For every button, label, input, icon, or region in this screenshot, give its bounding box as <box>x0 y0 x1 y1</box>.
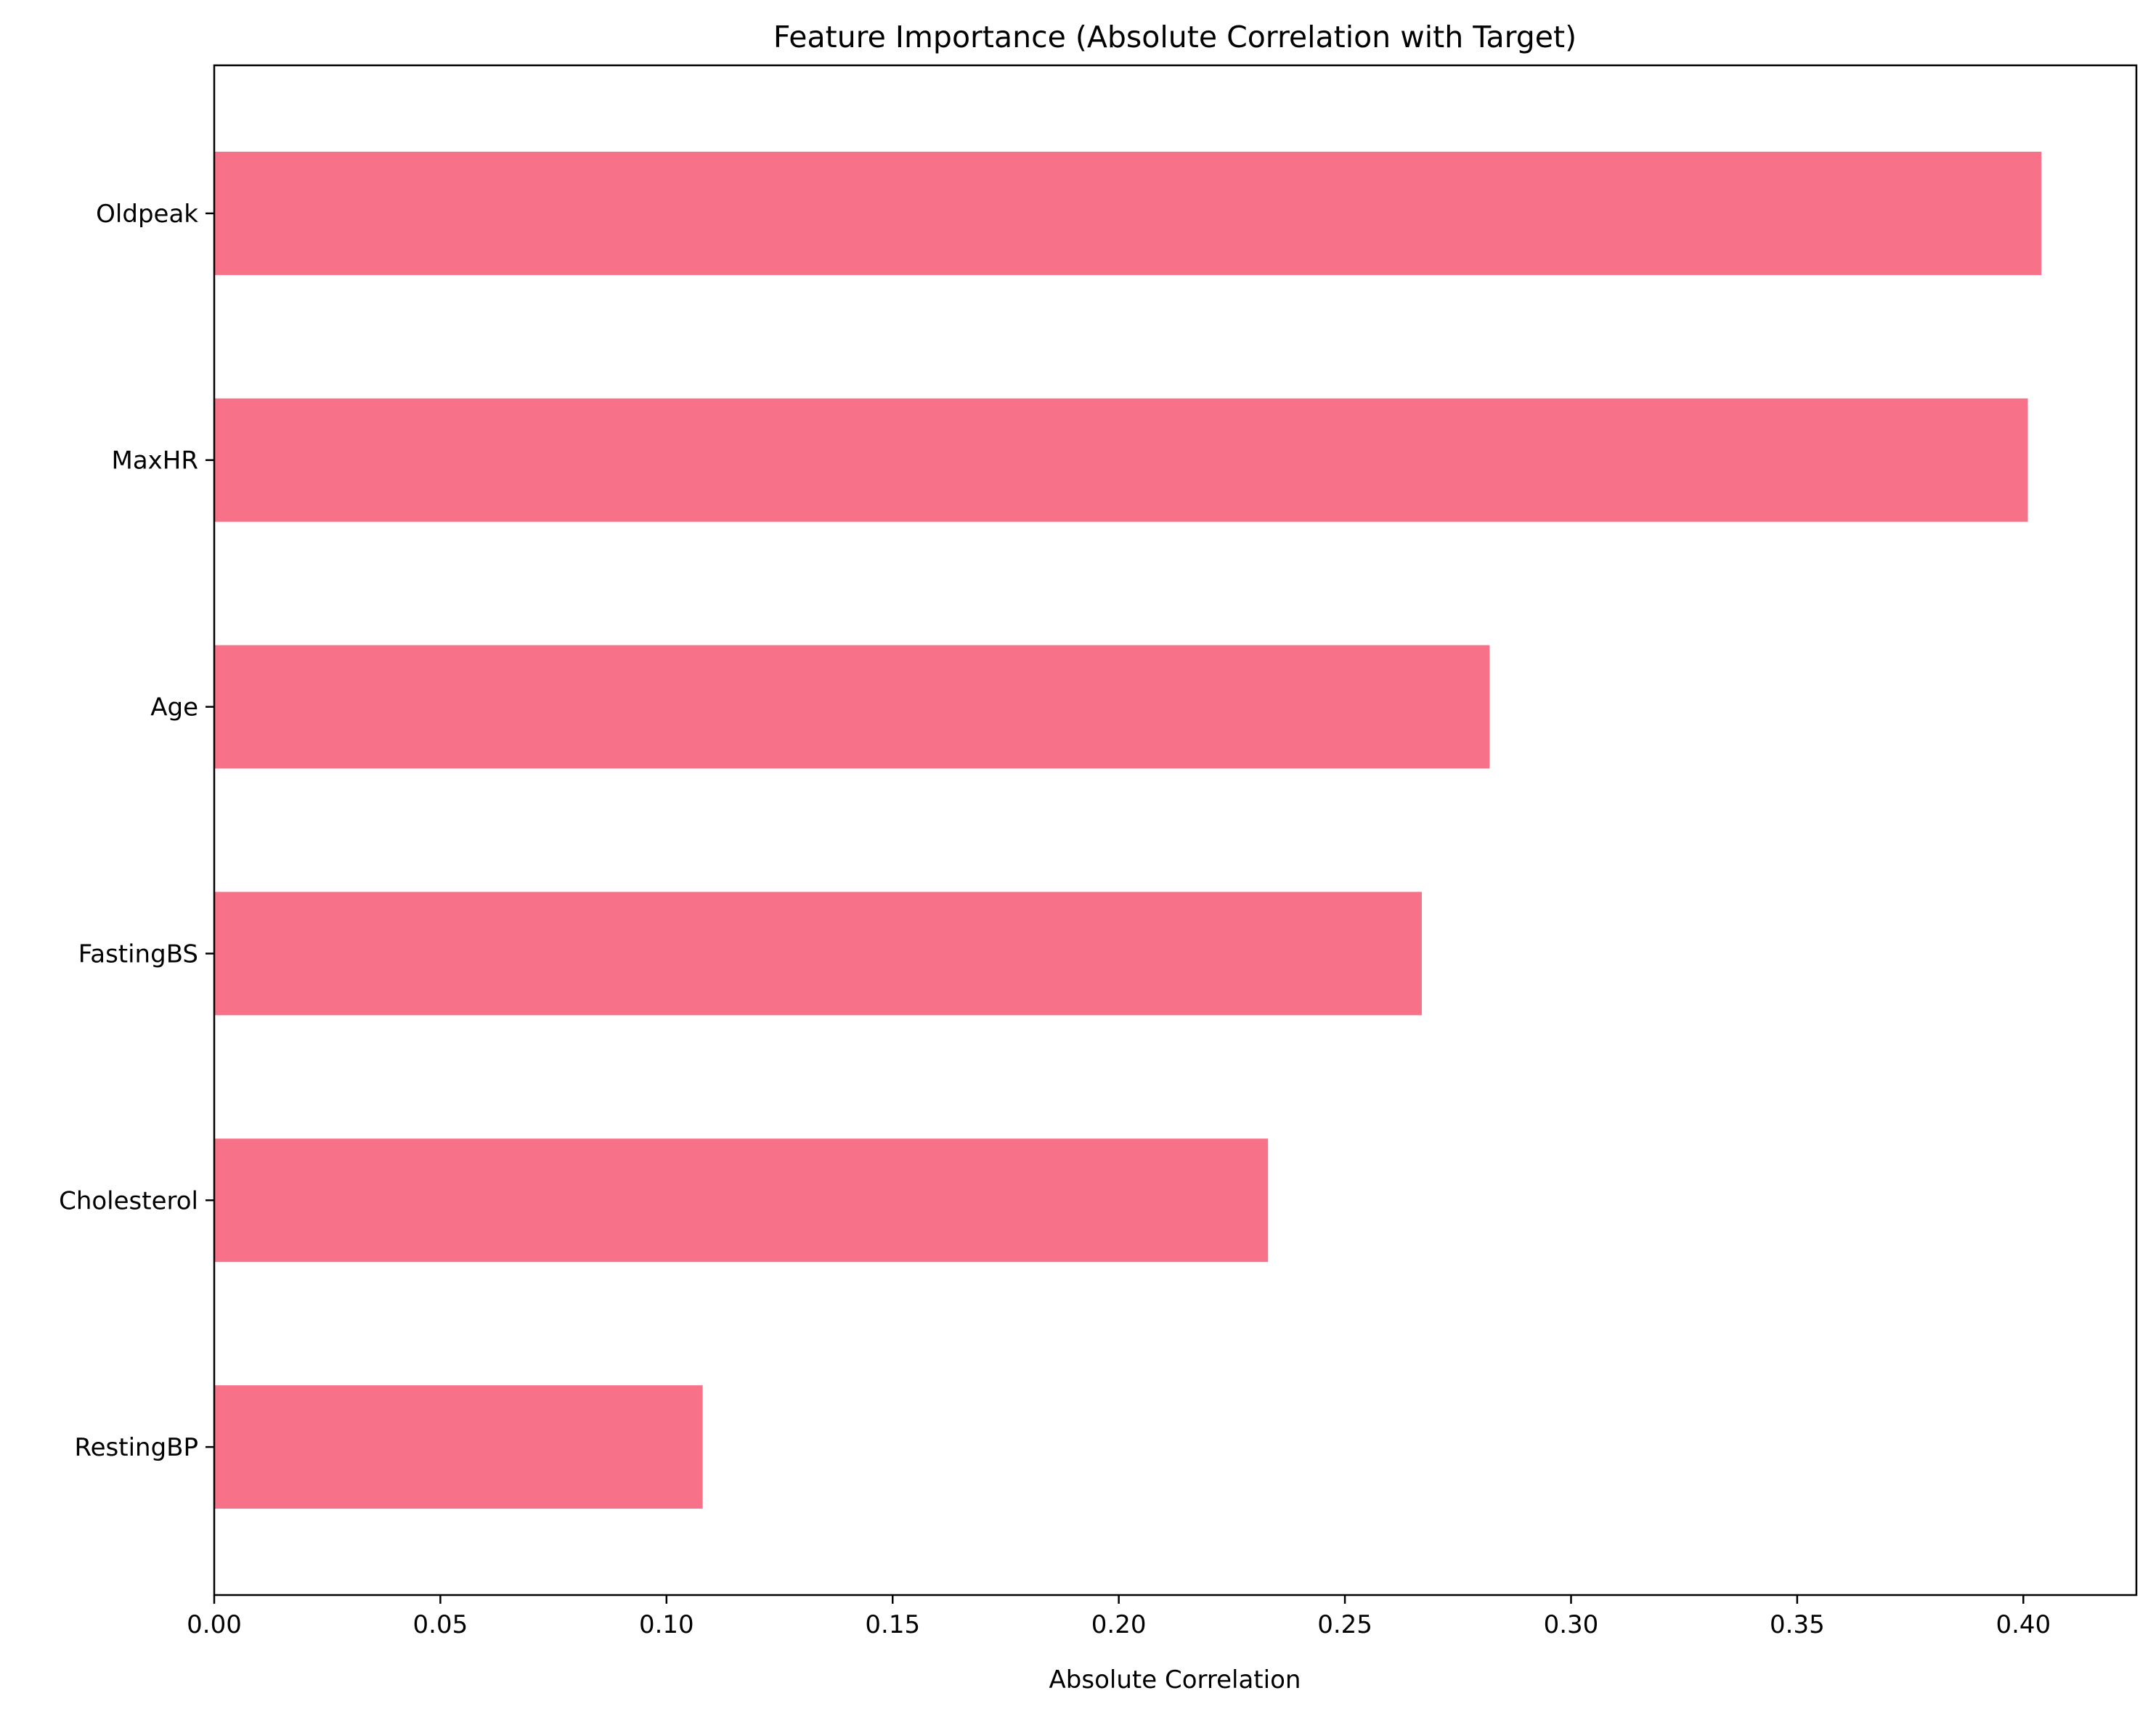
x-tick-label: 0.30 <box>1544 1610 1599 1639</box>
x-ticks-layer: 0.00 0.05 0.10 0.15 0.20 0.25 0.30 0.35 0.40 <box>187 1595 2051 1639</box>
bars-layer <box>214 151 2042 1509</box>
bar-oldpeak <box>214 151 2042 275</box>
bar-cholesterol <box>214 1138 1269 1263</box>
x-tick-label: 0.25 <box>1317 1610 1372 1639</box>
x-tick-label: 0.05 <box>413 1610 468 1639</box>
x-tick-label: 0.20 <box>1091 1610 1147 1639</box>
y-tick-label: MaxHR <box>112 446 198 476</box>
bar-maxhr <box>214 398 2028 522</box>
bar-fastingbs <box>214 892 1422 1016</box>
y-ticks-layer: Oldpeak MaxHR Age FastingBS Cholesterol Resti… <box>59 200 214 1462</box>
x-tick-label: 0.15 <box>865 1610 920 1639</box>
y-tick-label: RestingBP <box>75 1433 198 1462</box>
y-tick-label: Cholesterol <box>59 1186 198 1215</box>
x-axis-label: Absolute Correlation <box>1049 1665 1301 1694</box>
x-tick-label: 0.35 <box>1770 1610 1825 1639</box>
x-tick-label: 0.10 <box>639 1610 694 1639</box>
chart-title: Feature Importance (Absolute Correlation… <box>773 20 1577 54</box>
y-tick-label: Oldpeak <box>96 200 198 229</box>
bar-restingbp <box>214 1385 703 1509</box>
x-tick-label: 0.00 <box>187 1610 242 1639</box>
axes-frame <box>213 64 2138 1596</box>
y-tick-label: FastingBS <box>78 939 198 968</box>
bar-age <box>214 645 1490 769</box>
y-tick-label: Age <box>150 693 198 722</box>
x-tick-label: 0.40 <box>1996 1610 2051 1639</box>
